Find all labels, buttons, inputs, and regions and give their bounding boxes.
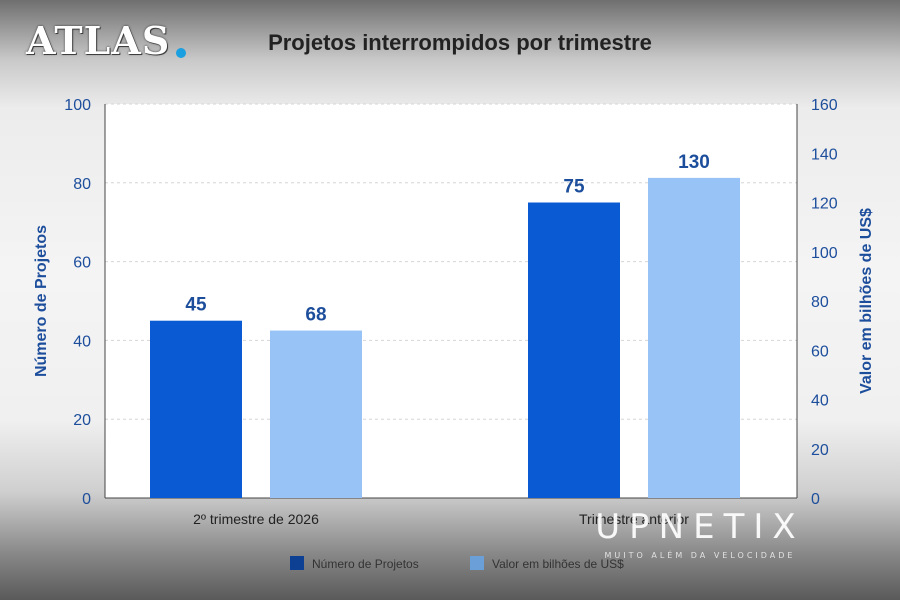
legend-label: Número de Projetos	[312, 557, 419, 571]
data-label: 130	[678, 152, 710, 173]
x-tick-label: Trimestre anterior	[579, 511, 689, 527]
y2-tick-label: 40	[811, 393, 829, 410]
y-tick-label: 60	[73, 255, 91, 272]
y2-tick-label: 120	[811, 196, 838, 213]
x-tick-label: 2º trimestre de 2026	[193, 511, 319, 527]
data-label: 45	[185, 295, 207, 316]
y2-tick-label: 60	[811, 343, 829, 360]
bar-projetos	[528, 202, 620, 498]
bar-valor	[270, 330, 362, 498]
data-label: 68	[305, 305, 326, 326]
y2-axis-title: Valor em bilhões de US$	[858, 208, 875, 394]
legend-swatch	[290, 556, 304, 570]
bar-projetos	[150, 320, 242, 498]
y2-tick-label: 0	[811, 491, 820, 508]
y-axis-title: Número de Projetos	[33, 225, 50, 377]
watermark-tagline: MUITO ALÉM DA VELOCIDADE	[604, 551, 796, 560]
y-tick-label: 20	[73, 412, 91, 429]
legend-label: Valor em bilhões de US$	[492, 557, 624, 571]
brand-logo-dot	[176, 48, 186, 58]
y-tick-label: 40	[73, 333, 91, 350]
bar-valor	[648, 177, 740, 498]
y-tick-label: 100	[64, 97, 91, 114]
chart-title: Projetos interrompidos por trimestre	[268, 30, 652, 55]
brand-logo: ATLAS	[26, 18, 171, 63]
y2-tick-label: 20	[811, 442, 829, 459]
y2-tick-label: 160	[811, 97, 838, 114]
y-tick-label: 0	[82, 491, 91, 508]
y2-tick-label: 100	[811, 245, 838, 262]
data-label: 75	[563, 177, 585, 198]
y-tick-label: 80	[73, 176, 91, 193]
watermark-logo: UPNETIX	[595, 507, 805, 547]
y2-tick-label: 80	[811, 294, 829, 311]
y2-tick-label: 140	[811, 146, 838, 163]
legend-swatch	[470, 556, 484, 570]
